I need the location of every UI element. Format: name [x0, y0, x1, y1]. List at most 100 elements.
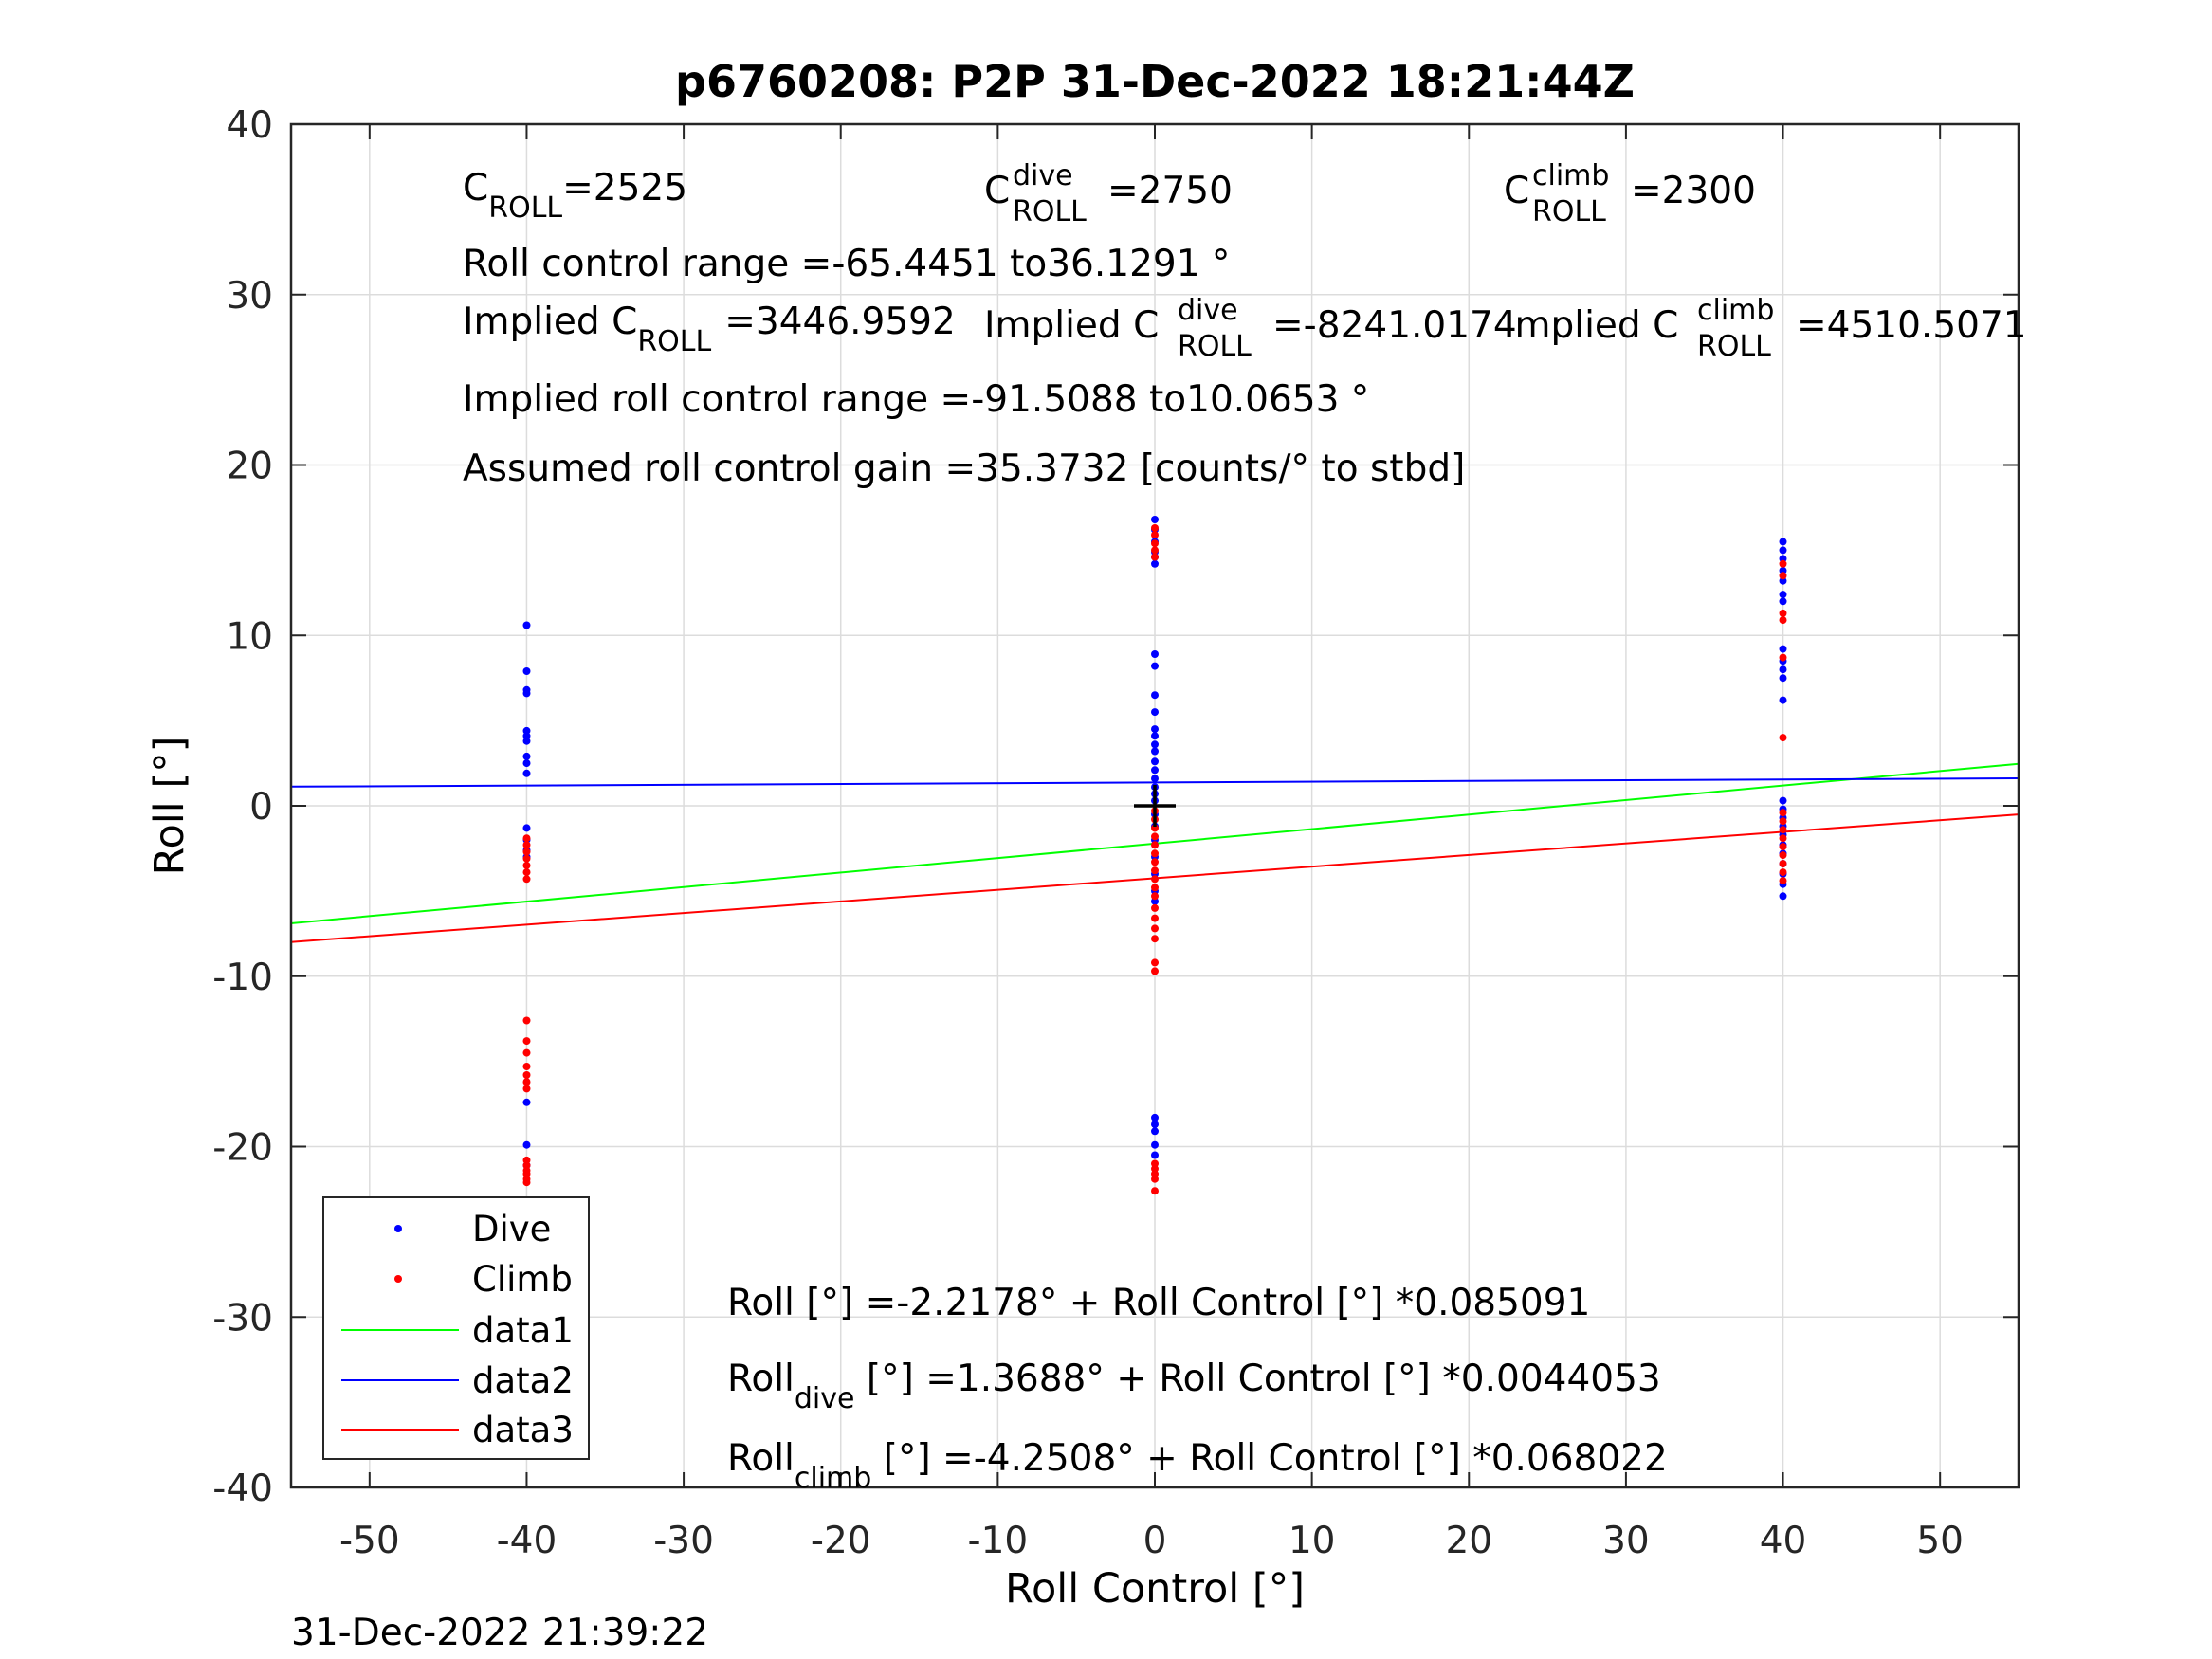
climb-point — [1151, 539, 1159, 548]
dive-point — [522, 1140, 531, 1149]
dive-point — [1151, 1140, 1159, 1149]
dive-point — [1151, 1121, 1159, 1129]
climb-point — [1779, 860, 1787, 868]
y-tick-label: -40 — [212, 1468, 273, 1510]
climb-point — [1779, 843, 1787, 851]
legend-climb-marker — [394, 1275, 402, 1283]
data-points — [522, 516, 1787, 1195]
c-roll-climb-sub: ROLL — [1532, 195, 1606, 228]
dive-point — [522, 689, 531, 698]
implied-c-roll-climb-annotation: Implied C climb ROLL =4510.5071 — [1504, 294, 2027, 363]
c-roll-dive-sup: dive — [1013, 159, 1073, 192]
climb-point — [1151, 875, 1159, 884]
implied-c-roll-dive-prefix: Implied C — [984, 304, 1159, 347]
implied-c-roll-value: =3446.9592 — [724, 301, 956, 343]
y-tick-label: 10 — [226, 615, 273, 658]
implied-c-roll-climb-value: =4510.5071 — [1796, 304, 2027, 347]
climb-point — [522, 875, 531, 884]
climb-point — [1779, 734, 1787, 742]
fit-climb-base: Roll — [727, 1437, 795, 1480]
climb-point — [1779, 653, 1787, 662]
dive-point — [1151, 740, 1159, 749]
dive-point — [1151, 775, 1159, 783]
legend-dive-label: Dive — [472, 1209, 551, 1249]
dive-point — [1151, 708, 1159, 717]
dive-point — [1151, 725, 1159, 734]
legend-data2-label: data2 — [472, 1360, 574, 1401]
climb-point — [522, 1085, 531, 1093]
climb-point — [1151, 849, 1159, 858]
dive-point — [522, 769, 531, 777]
climb-point — [1779, 834, 1787, 843]
x-tick-label: 30 — [1602, 1520, 1650, 1562]
climb-point — [1151, 832, 1159, 841]
gain-text: Assumed roll control gain =35.3732 [coun… — [463, 447, 1465, 490]
dive-point — [1779, 538, 1787, 546]
dive-point — [522, 824, 531, 832]
x-tick-label: -30 — [653, 1520, 714, 1562]
climb-point — [1779, 559, 1787, 568]
c-roll-dive-value: =2750 — [1107, 170, 1233, 212]
dive-point — [522, 737, 531, 745]
y-tick-label: 30 — [226, 275, 273, 318]
implied-c-roll-climb-sup: climb — [1697, 294, 1774, 327]
svg-text:CROLL=2525: CROLL=2525 — [463, 167, 687, 225]
climb-point — [1151, 892, 1159, 901]
climb-point — [1779, 868, 1787, 877]
fit-dive-base: Roll — [727, 1358, 795, 1400]
dive-point — [1151, 1151, 1159, 1159]
climb-point — [1151, 824, 1159, 832]
c-roll-dive-annotation: C dive ROLL =2750 — [984, 159, 1233, 228]
implied-c-roll-climb-sub: ROLL — [1697, 330, 1771, 363]
dive-point — [522, 1098, 531, 1106]
dive-point — [1779, 796, 1787, 805]
roll-control-range-text: Roll control range =-65.4451 to36.1291 ° — [463, 243, 1230, 285]
c-roll-climb-value: =2300 — [1631, 170, 1756, 212]
dive-point — [522, 621, 531, 629]
implied-c-roll-dive-sub: ROLL — [1178, 330, 1252, 363]
climb-point — [1151, 914, 1159, 922]
c-roll-value: =2525 — [562, 167, 687, 210]
y-tick-label: 40 — [226, 104, 273, 147]
dive-point — [1779, 546, 1787, 555]
climb-point — [522, 1016, 531, 1025]
climb-point — [522, 1078, 531, 1086]
dive-point — [522, 752, 531, 760]
dive-point — [522, 759, 531, 768]
fit-climb-equation: Rollclimb [°] =-4.2508° + Roll Control [… — [727, 1437, 1668, 1495]
legend-data1-label: data1 — [472, 1310, 574, 1351]
x-tick-label: -50 — [339, 1520, 400, 1562]
x-tick-label: 0 — [1143, 1520, 1167, 1562]
dive-point — [1151, 559, 1159, 568]
dive-point — [1779, 597, 1787, 606]
y-axis-label: Roll [°] — [146, 737, 193, 876]
dive-point — [1779, 674, 1787, 683]
legend-climb-label: Climb — [472, 1259, 573, 1300]
dive-point — [1151, 650, 1159, 658]
climb-point — [1779, 817, 1787, 826]
dive-point — [1779, 645, 1787, 653]
x-tick-label: 10 — [1289, 1520, 1336, 1562]
timestamp: 31-Dec-2022 21:39:22 — [291, 1612, 708, 1654]
dive-point — [1779, 665, 1787, 674]
x-tick-label: -10 — [968, 1520, 1029, 1562]
y-tick-label: -30 — [212, 1297, 273, 1340]
x-tick-label: -20 — [811, 1520, 871, 1562]
implied-c-roll-prefix: Implied C — [463, 301, 637, 343]
legend-data3-label: data3 — [472, 1410, 574, 1450]
climb-point — [522, 1037, 531, 1046]
c-roll-climb-base: C — [1504, 170, 1529, 212]
climb-point — [1151, 958, 1159, 967]
x-tick-labels: -50 -40 -30 -20 -10 0 10 20 30 40 50 — [339, 1520, 1964, 1562]
x-tick-label: 50 — [1916, 1520, 1964, 1562]
climb-point — [1779, 572, 1787, 580]
fit-climb-sub: climb — [795, 1462, 871, 1495]
dive-point — [1151, 732, 1159, 740]
implied-range-text: Implied roll control range =-91.5088 to1… — [463, 378, 1369, 421]
climb-point — [1151, 1175, 1159, 1183]
climb-point — [1151, 967, 1159, 975]
dive-point — [1779, 696, 1787, 704]
c-roll-annotation: CROLL=2525 — [463, 167, 687, 225]
climb-point — [1151, 903, 1159, 912]
climb-point — [1151, 546, 1159, 555]
